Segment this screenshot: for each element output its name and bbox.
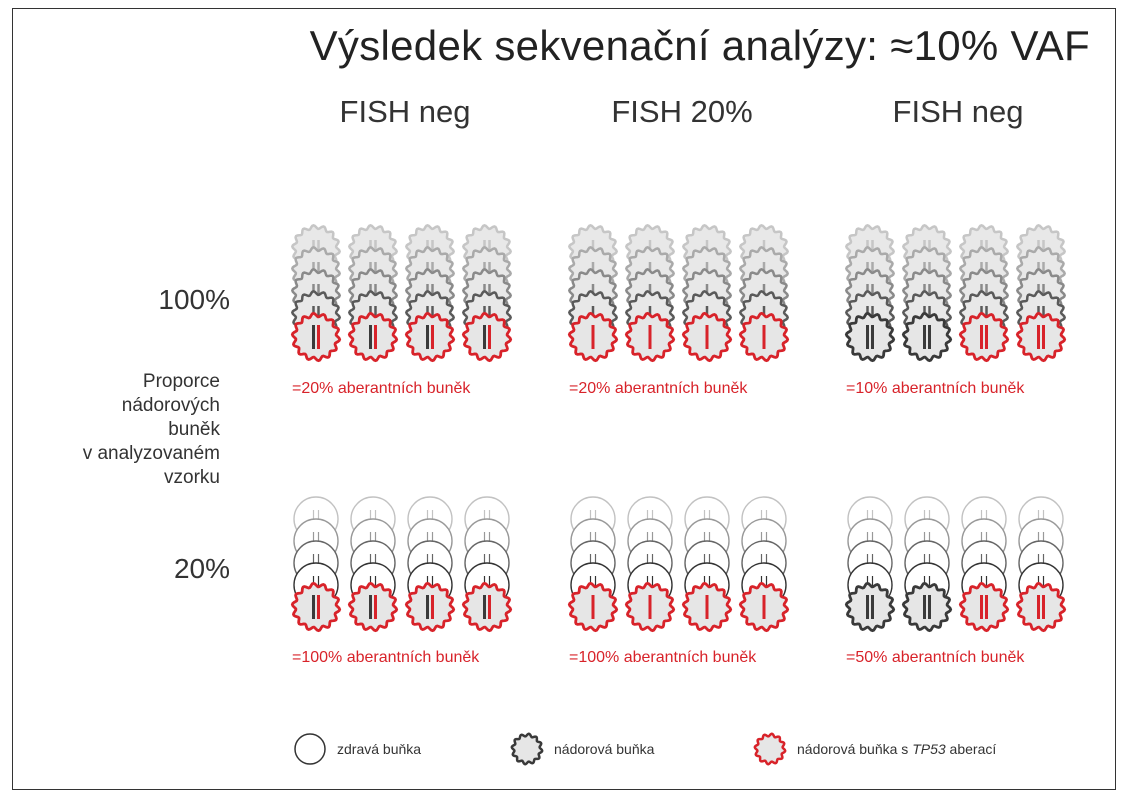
legend-tp53: nádorová buňka s TP53 aberací — [753, 732, 996, 766]
column-header-2: FISH 20% — [611, 94, 753, 129]
tp53-aberrant-cell — [290, 311, 342, 363]
caption-aberrant: =100% aberantních buněk — [569, 649, 757, 666]
caption-aberrant: =100% aberantních buněk — [292, 649, 480, 666]
legend-tumor-label: nádorová buňka — [554, 741, 655, 757]
tp53-aberrant-cell — [461, 581, 513, 633]
tp53-aberrant-cell — [1015, 311, 1067, 363]
side-label-line: vzorku — [164, 467, 220, 488]
column-header-1: FISH neg — [339, 94, 471, 129]
caption-aberrant: =10% aberantních buněk — [846, 380, 1025, 397]
tumor-cell — [901, 581, 953, 633]
caption-aberrant: =20% aberantních buněk — [569, 380, 748, 397]
healthy-cell-icon — [294, 733, 326, 765]
tp53-aberrant-cell — [1015, 581, 1067, 633]
tp53-aberrant-cell — [347, 581, 399, 633]
tumor-cell — [844, 311, 896, 363]
tp53-aberrant-cell — [290, 581, 342, 633]
tumor-cell-icon — [510, 732, 544, 766]
figure-title: Výsledek sekvenační analýzy: ≈10% VAF — [309, 22, 1090, 69]
cell-group-fish-20-100 — [567, 223, 790, 363]
tp53-aberrant-cell — [461, 311, 513, 363]
tp53-aberrant-cell — [624, 581, 676, 633]
tp53-aberrant-cell — [958, 581, 1010, 633]
legend-healthy-label: zdravá buňka — [337, 741, 422, 757]
tp53-aberrant-cell — [347, 311, 399, 363]
cell-group-fish-neg-b-100 — [844, 223, 1067, 363]
tp53-aberrant-cell — [404, 581, 456, 633]
legend-healthy: zdravá buňka — [293, 732, 421, 766]
tp53-aberrant-cell — [958, 311, 1010, 363]
tumor-cell — [901, 311, 953, 363]
cell-group-fish-20-20 — [567, 496, 790, 633]
column-header-3: FISH neg — [892, 94, 1024, 129]
side-label-line: buněk — [168, 419, 220, 440]
tp53-aberrant-cell — [404, 311, 456, 363]
tp53-aberrant-cell — [567, 581, 619, 633]
cell-group-fish-neg-20 — [290, 496, 513, 633]
tp53-aberrant-cell — [624, 311, 676, 363]
tp53-aberrant-cell — [738, 311, 790, 363]
legend-tp53-label: nádorová buňka s TP53 aberací — [797, 741, 997, 757]
row-label-20: 20% — [173, 553, 230, 584]
tumor-cell — [844, 581, 896, 633]
figure-frame — [12, 8, 1116, 790]
side-label: Proporce nádorových buněk v analyzovaném… — [60, 370, 220, 490]
legend-tumor: nádorová buňka — [510, 732, 654, 766]
cell-group-fish-neg-b-20 — [844, 496, 1067, 633]
tp53-aberrant-cell — [681, 311, 733, 363]
caption-aberrant: =20% aberantních buněk — [292, 380, 471, 397]
side-label-line: nádorových — [121, 395, 220, 416]
side-label-line: Proporce — [142, 371, 220, 392]
side-label-line: v analyzovaném — [82, 443, 220, 464]
caption-aberrant: =50% aberantních buněk — [846, 649, 1025, 666]
tp53-aberrant-cell — [681, 581, 733, 633]
tp53-cell-icon — [753, 732, 787, 766]
tp53-aberrant-cell — [738, 581, 790, 633]
row-label-100: 100% — [158, 284, 230, 315]
tp53-aberrant-cell — [567, 311, 619, 363]
cell-group-fish-neg-100 — [290, 223, 513, 363]
